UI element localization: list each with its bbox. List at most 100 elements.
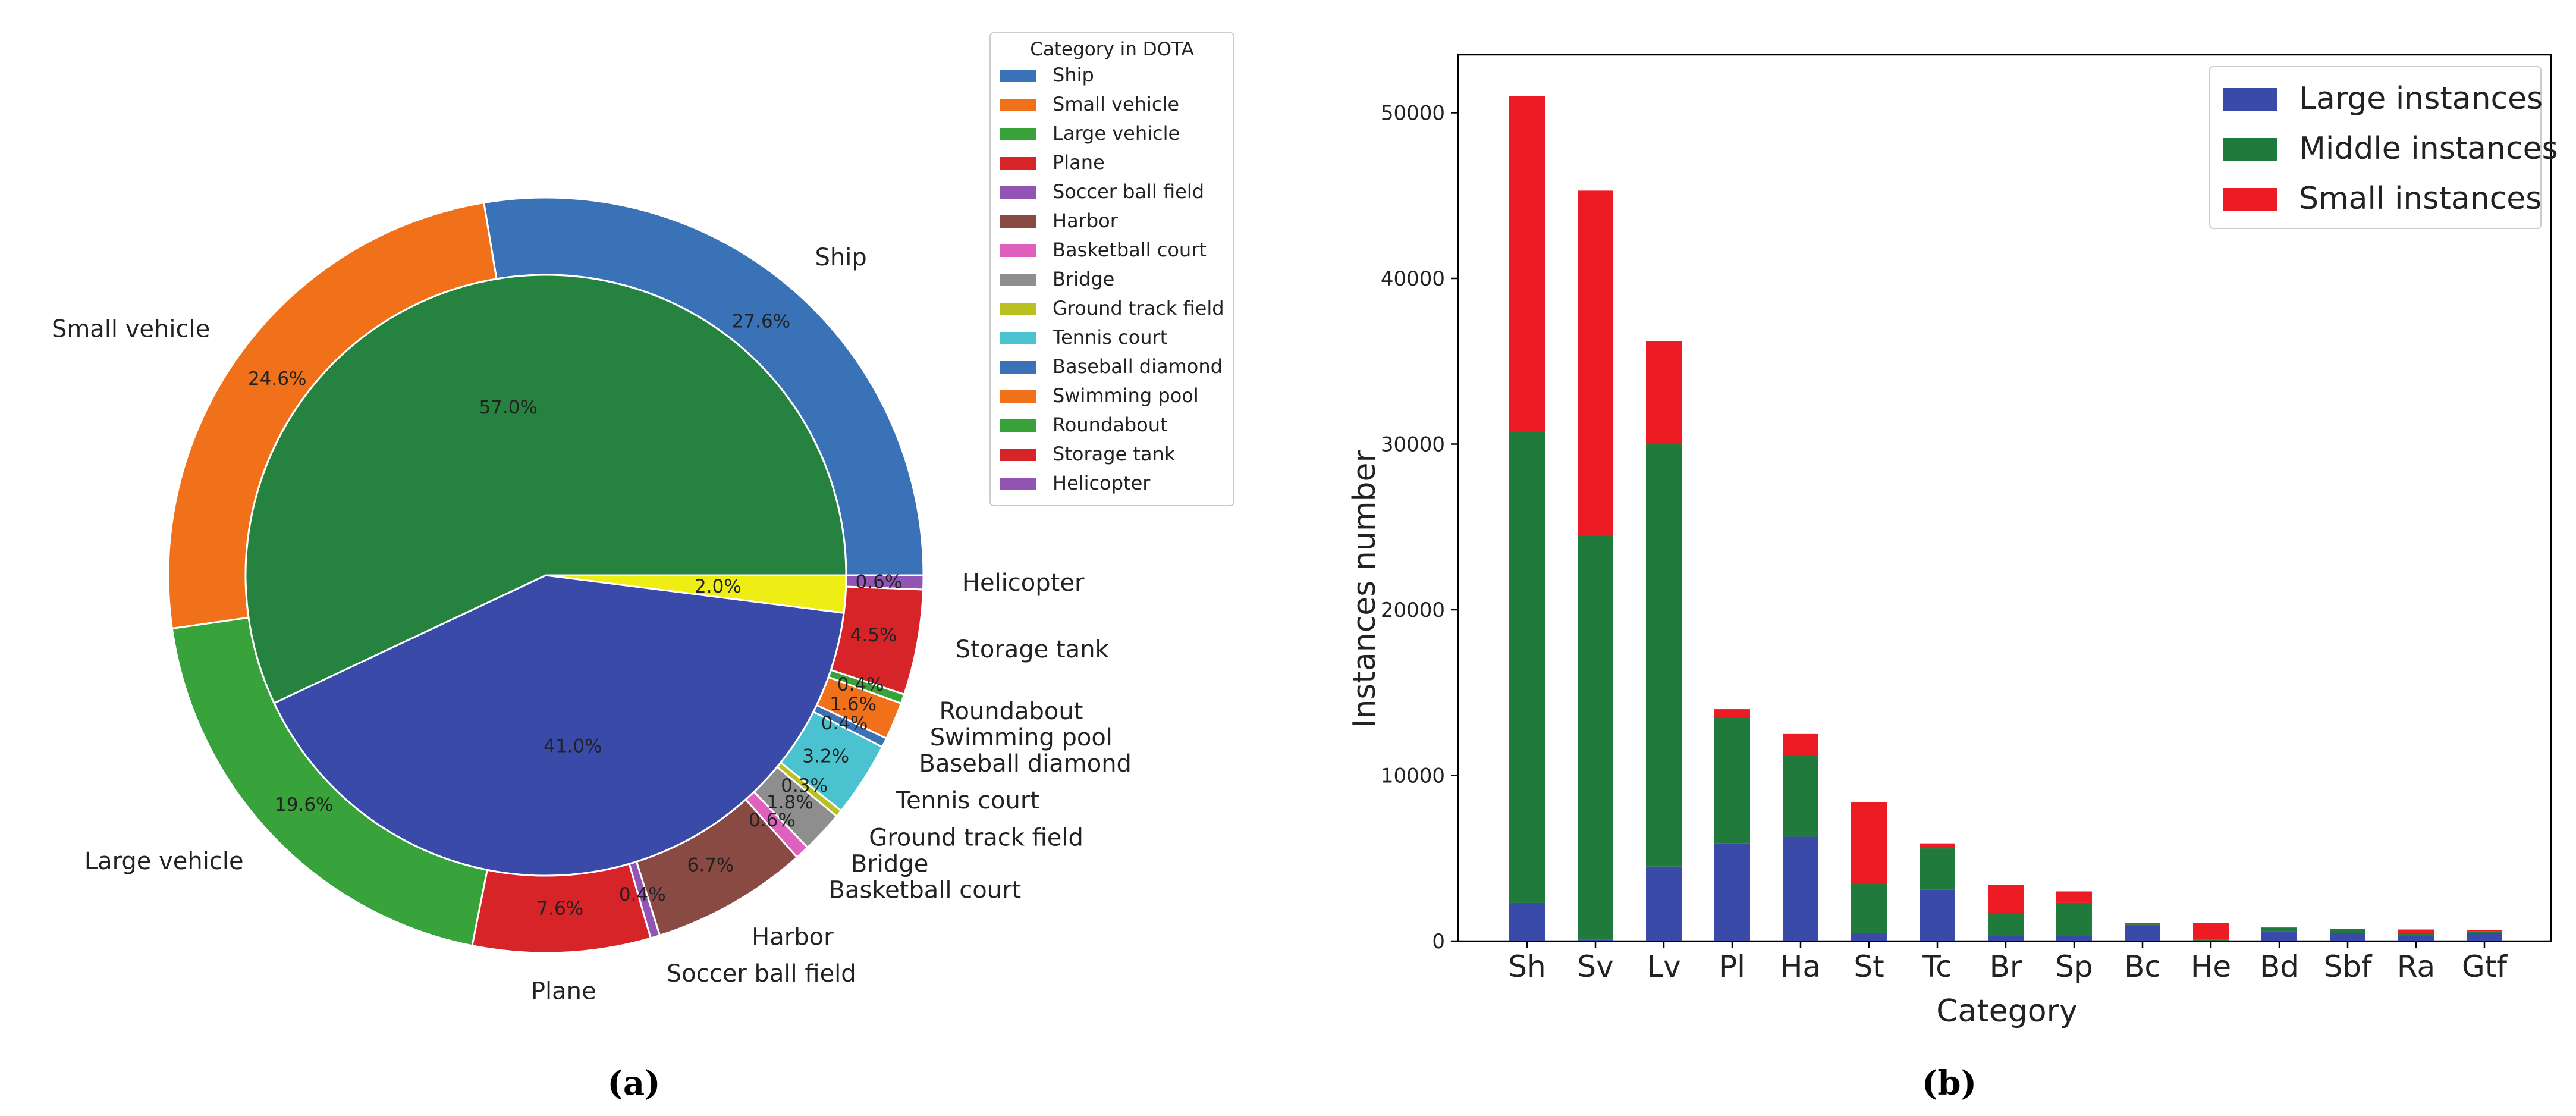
bar-br-middle-instances: [1988, 913, 2024, 936]
bar-legend-label-middle-instances: Middle instances: [2299, 131, 2558, 167]
x-axis-label: Category: [1936, 993, 2078, 1029]
y-tick-label: 0: [1432, 930, 1445, 954]
y-tick-label: 30000: [1381, 432, 1445, 456]
x-tick-label-bc: Bc: [2124, 949, 2161, 984]
pie-legend-swatch-small-vehicle: [1000, 99, 1036, 111]
y-tick-label: 20000: [1381, 598, 1445, 622]
outer-name-large-vehicle: Large vehicle: [84, 848, 244, 875]
outer-slice-label-roundabout: 0.4%: [837, 674, 884, 695]
outer-name-swimming-pool: Swimming pool: [930, 724, 1113, 751]
bar-gtf-middle-instances: [2467, 931, 2502, 933]
y-tick-label: 10000: [1381, 764, 1445, 788]
inner-slice-small-instances: [545, 574, 847, 614]
bar-sbf-large-instances: [2330, 933, 2365, 941]
bar-pl-large-instances: [1714, 843, 1750, 941]
bar-legend: Large instances Middle instances Small ins…: [2209, 66, 2558, 229]
outer-name-soccer-ball-field: Soccer ball field: [667, 960, 856, 988]
pie-legend-label-harbor: Harbor: [1053, 209, 1119, 232]
bar-gtf-large-instances: [2467, 933, 2502, 941]
outer-name-small-vehicle: Small vehicle: [52, 315, 210, 343]
pie-legend-label-bridge: Bridge: [1053, 268, 1114, 290]
bar-lv-middle-instances: [1646, 444, 1682, 867]
inner-slice-label-middle-instances: 57.0%: [479, 397, 537, 418]
pie-legend-swatch-tennis-court: [1000, 332, 1036, 344]
bar-gtf-small-instances: [2467, 930, 2502, 932]
pie-legend-label-tennis-court: Tennis court: [1052, 326, 1167, 349]
x-tick-label-sh: Sh: [1508, 949, 1545, 984]
y-tick-label: 50000: [1381, 101, 1445, 125]
outer-slice-label-soccer-ball-field: 0.4%: [619, 884, 666, 905]
pie-legend: Category in DOTA Ship Small vehicle Large …: [989, 32, 1234, 506]
outer-slice-label-helicopter: 0.6%: [856, 572, 903, 593]
bar-sv-middle-instances: [1578, 535, 1613, 940]
bar-sbf-middle-instances: [2330, 929, 2365, 933]
outer-name-roundabout: Roundabout: [939, 698, 1083, 725]
bar-tc-large-instances: [1920, 889, 1955, 941]
bar-ra-large-instances: [2398, 936, 2434, 941]
pie-legend-swatch-bridge: [1000, 274, 1036, 286]
pie-legend-label-roundabout: Roundabout: [1053, 413, 1168, 436]
bar-ha-large-instances: [1783, 836, 1818, 941]
pie-labels: 27.6%24.6%19.6%7.6%0.4%6.7%0.6%1.8%0.3%3…: [52, 244, 1132, 1005]
bar-lv-small-instances: [1646, 341, 1682, 444]
x-tick-label-lv: Lv: [1647, 949, 1680, 984]
bar-he-middle-instances: [2193, 939, 2229, 941]
outer-name-helicopter: Helicopter: [962, 569, 1085, 597]
bar-he-small-instances: [2193, 923, 2229, 940]
bar-pl-middle-instances: [1714, 717, 1750, 844]
x-tick-label-sbf: Sbf: [2323, 949, 2372, 984]
bar-tc-small-instances: [1920, 843, 1955, 849]
bar-st-middle-instances: [1851, 883, 1887, 933]
pie-legend-swatch-swimming-pool: [1000, 390, 1036, 403]
outer-slice-label-large-vehicle: 19.6%: [275, 794, 333, 816]
bar-br-small-instances: [1988, 885, 2024, 913]
bar-ra-middle-instances: [2398, 933, 2434, 936]
bar-bc-small-instances: [2125, 923, 2160, 925]
outer-name-plane: Plane: [531, 977, 596, 1005]
outer-name-harbor: Harbor: [752, 923, 834, 951]
pie-legend-label-ship: Ship: [1053, 64, 1094, 86]
outer-slice-label-storage-tank: 4.5%: [850, 625, 897, 646]
outer-name-ship: Ship: [815, 244, 866, 271]
bar-sh-large-instances: [1509, 902, 1545, 941]
x-tick-label-gtf: Gtf: [2462, 949, 2508, 984]
bar-legend-swatch-middle-instances: [2223, 138, 2277, 161]
outer-slice-label-ship: 27.6%: [732, 311, 790, 333]
bar-sv-large-instances: [1578, 939, 1613, 941]
x-tick-label-bd: Bd: [2260, 949, 2299, 984]
x-tick-label-st: St: [1854, 949, 1884, 984]
outer-name-basketball-court: Basketball court: [829, 876, 1022, 904]
y-axis-label: Instances number: [1347, 450, 1383, 728]
pie-legend-title: Category in DOTA: [1030, 39, 1194, 60]
pie-legend-swatch-ship: [1000, 70, 1036, 82]
outer-name-ground-track-field: Ground track field: [869, 824, 1083, 851]
outer-slice-label-harbor: 6.7%: [687, 855, 734, 876]
outer-slice-label-swimming-pool: 1.6%: [830, 694, 877, 715]
subfigure-label-b: (b): [1922, 1064, 1977, 1103]
bar-st-large-instances: [1851, 933, 1887, 941]
x-tick-label-he: He: [2191, 949, 2231, 984]
pie-legend-items: Ship Small vehicle Large vehicle Plane Socce…: [1000, 64, 1224, 494]
y-tick-label: 40000: [1381, 267, 1445, 291]
bar-ha-middle-instances: [1783, 756, 1818, 837]
bar-sp-small-instances: [2056, 891, 2092, 903]
bar-ticks: 0 10000 20000 30000 40000 50000 Sh Sv Lv Pl Ha St Tc…: [1381, 101, 2508, 984]
pie-legend-label-ground-track-field: Ground track field: [1053, 297, 1224, 319]
bar-lv-large-instances: [1646, 866, 1682, 941]
bar-pl-small-instances: [1714, 709, 1750, 718]
bar-legend-label-small-instances: Small instances: [2299, 181, 2542, 217]
bar-sh-middle-instances: [1509, 432, 1545, 903]
bar-ha-small-instances: [1783, 733, 1818, 756]
pie-legend-label-storage-tank: Storage tank: [1053, 443, 1176, 465]
pie-legend-swatch-baseball-diamond: [1000, 361, 1036, 374]
pie-legend-label-small-vehicle: Small vehicle: [1053, 93, 1179, 115]
pie-legend-swatch-helicopter: [1000, 478, 1036, 490]
pie-legend-box: [989, 32, 1234, 506]
x-tick-label-tc: Tc: [1922, 949, 1952, 984]
inner-slice-middle-instances: [244, 274, 847, 705]
inner-slice-label-large-instances: 41.0%: [544, 735, 602, 757]
bar-br-large-instances: [1988, 936, 2024, 941]
inner-slice-large-instances: [273, 574, 845, 877]
pie-legend-swatch-large-vehicle: [1000, 128, 1036, 140]
x-tick-label-br: Br: [1990, 949, 2022, 984]
